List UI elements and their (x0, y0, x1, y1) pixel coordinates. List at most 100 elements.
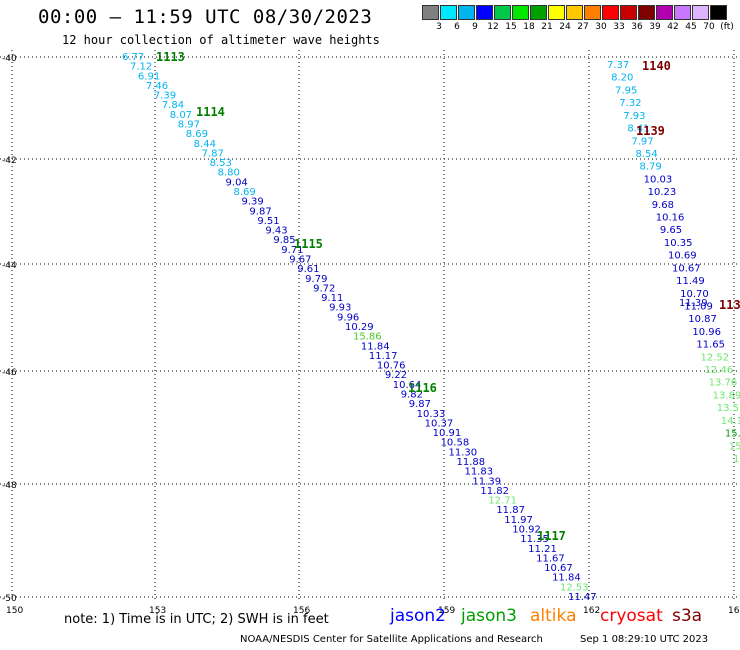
color-swatch (692, 5, 709, 20)
wave-height-value: 7.39 (154, 91, 176, 102)
lat-lon-grid (0, 50, 740, 600)
wave-height-value: 11.39 (472, 476, 501, 487)
wave-height-value: 10.58 (441, 438, 470, 449)
color-scale-label: 24 (559, 22, 571, 32)
wave-height-value: 11.67 (536, 553, 565, 564)
wave-height-value: 10.67 (672, 263, 701, 274)
latitude-label: -40 (2, 54, 17, 64)
color-swatch (530, 5, 547, 20)
color-scale-label: 6 (454, 22, 460, 32)
legend-note: note: 1) Time is in UTC; 2) SWH is in fe… (64, 612, 329, 627)
wave-height-value: 11.83 (464, 467, 493, 478)
wave-height-value: 11.97 (504, 515, 533, 526)
pass-number-label: 1140 (642, 59, 671, 73)
wave-height-value: 9.04 (226, 177, 248, 188)
wave-height-value: 9.22 (385, 370, 407, 381)
color-scale-label: 42 (667, 22, 679, 32)
latitude-label: -42 (2, 156, 17, 166)
wave-height-value: 10.37 (425, 418, 454, 429)
wave-height-value: 12.46 (705, 365, 734, 376)
latitude-label: -44 (2, 261, 17, 271)
color-scale-label: 21 (541, 22, 553, 32)
wave-height-value: 12.53 (560, 582, 589, 593)
wave-height-value: 11.17 (369, 351, 398, 362)
wave-height-value: 15 (729, 441, 740, 452)
wave-height-value: 8.07 (170, 110, 192, 121)
wave-height-value: 11.35 (520, 534, 549, 545)
wave-height-value: 9.93 (329, 303, 351, 314)
wave-height-value: 6.77 (122, 52, 144, 63)
longitude-label: 165 (728, 606, 740, 616)
longitude-label: 156 (293, 606, 310, 616)
wave-height-value: 9.96 (337, 312, 359, 323)
wave-height-value: 11.47 (568, 592, 597, 603)
wave-height-value: 11.49 (676, 276, 705, 287)
footer-credit: NOAA/NESDIS Center for Satellite Applica… (240, 634, 543, 645)
wave-height-value: 9.72 (313, 283, 335, 294)
color-swatch (458, 5, 475, 20)
color-swatch (476, 5, 493, 20)
wave-height-value: 8.44 (194, 139, 216, 150)
latitude-label: -48 (2, 481, 17, 491)
wave-height-value: 10.92 (512, 525, 541, 536)
color-swatch (512, 5, 529, 20)
wave-height-value: 11.88 (457, 457, 486, 468)
wave-height-value: 8.53 (210, 158, 232, 169)
wave-height-value: 14.1 (721, 416, 740, 427)
wave-height-value: 10.69 (668, 251, 697, 262)
wave-height-value: 10.29 (345, 322, 374, 333)
color-scale-label: 30 (595, 22, 607, 32)
wave-height-value: 7.84 (162, 100, 184, 111)
wave-height-value: 8.54 (635, 149, 657, 160)
wave-height-value: 8.80 (218, 168, 240, 179)
wave-height-value: 11.39 (679, 298, 708, 309)
wave-height-value: 9.61 (297, 264, 319, 275)
wave-height-value: 10.33 (417, 409, 446, 420)
wave-height-value: 13.89 (713, 390, 740, 401)
wave-height-value: 10.96 (692, 327, 721, 338)
color-swatch (422, 5, 439, 20)
color-scale-label: 36 (631, 22, 643, 32)
wave-height-value: 8.41 (627, 124, 649, 135)
longitude-label: 162 (583, 606, 600, 616)
wave-height-value: 9.82 (401, 390, 423, 401)
wave-height-value: 10.91 (433, 428, 462, 439)
color-swatch (440, 5, 457, 20)
color-scale-label: 15 (505, 22, 517, 32)
wave-height-value: 15. (725, 429, 740, 440)
pass-number-label: 1116 (408, 381, 437, 395)
wave-height-value: 10.87 (688, 314, 717, 325)
color-scale-label: 70 (703, 22, 715, 32)
wave-height-value: 11.21 (528, 544, 557, 555)
wave-height-value: 12.52 (700, 352, 729, 363)
footer-timestamp: Sep 1 08:29:10 UTC 2023 (580, 634, 709, 645)
satellite-legend-altika: altika (530, 606, 577, 626)
color-scale-label: (ft) (720, 22, 734, 32)
satellite-legend-s3a: s3a (672, 606, 703, 626)
wave-height-value: 9.11 (321, 293, 343, 304)
pass-number-label: 1117 (537, 529, 566, 543)
wave-height-value: 7.95 (615, 85, 637, 96)
wave-height-value: 9.68 (652, 200, 674, 211)
axis-labels: -40 -42 -44 -46 -48 -50 150 153 156 159 162 165 (2, 54, 740, 616)
color-swatch (674, 5, 691, 20)
latitude-label: -50 (2, 594, 17, 604)
longitude-label: 150 (6, 606, 23, 616)
wave-height-value: 11.84 (552, 573, 581, 584)
wave-height-value: 10.76 (377, 361, 406, 372)
wave-height-value: 9.87 (249, 206, 271, 217)
wave-height-value: 11.30 (449, 447, 478, 458)
wave-height-value: 10.67 (544, 563, 573, 574)
satellite-legend-jason3: jason3 (461, 606, 517, 626)
color-swatch (602, 5, 619, 20)
wave-height-value: 8.20 (611, 73, 633, 84)
wave-height-value: 10.64 (393, 380, 422, 391)
wave-height-value: 8.97 (178, 120, 200, 131)
longitude-label: 159 (438, 606, 455, 616)
wave-height-value: 10.70 (680, 289, 709, 300)
wave-height-value: 15.86 (353, 332, 382, 343)
wave-height-value: 10.23 (648, 187, 677, 198)
color-swatch (656, 5, 673, 20)
color-scale-label: 9 (472, 22, 478, 32)
